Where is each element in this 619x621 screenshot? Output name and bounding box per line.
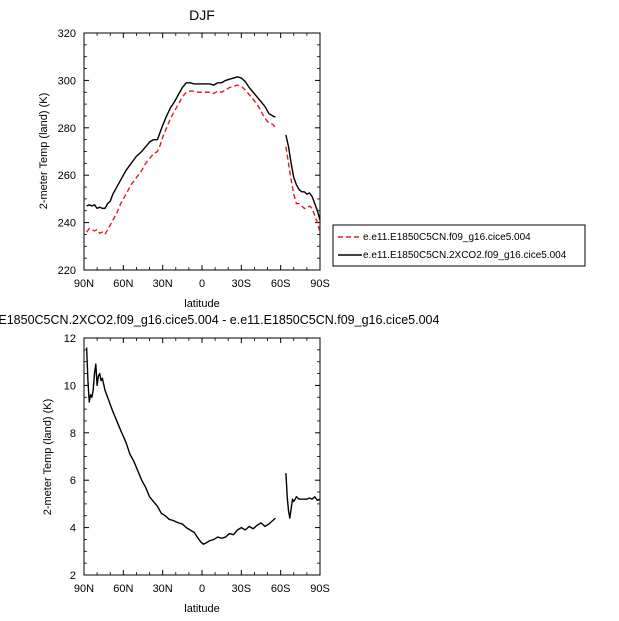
legend: e.e11.E1850C5CN.f09_g16.cice5.004 e.e11.… (332, 224, 586, 267)
y-tick-label: 220 (58, 265, 76, 277)
x-tick-label: 30N (153, 583, 173, 595)
x-tick-label: 60S (271, 278, 291, 290)
series-line-0-segment-0 (86, 84, 276, 236)
x-axis-title: latitude (184, 298, 219, 310)
x-tick-label: 0 (199, 278, 205, 290)
plot-frame (83, 32, 321, 271)
y-tick-label: 240 (58, 218, 76, 230)
y-tick-label: 10 (64, 380, 76, 392)
plot-frame (83, 337, 321, 576)
x-tick-label: 60N (113, 583, 133, 595)
series-line-0-segment-1 (285, 473, 321, 519)
difference-title: e.e11.E1850C5CN.2XCO2.f09_g16.cice5.004 … (0, 313, 439, 327)
y-axis-title: 2-meter Temp (land) (K) (38, 93, 50, 210)
y-axis-title: 2-meter Temp (land) (K) (42, 399, 54, 516)
y-tick-label: 2 (70, 570, 76, 582)
x-tick-label: 60S (271, 583, 291, 595)
x-tick-label: 90N (74, 583, 94, 595)
y-axis-ticks: 220 240 260 280 300 320 (58, 28, 320, 277)
series-line-0-segment-0 (85, 347, 276, 545)
legend-label-control: e.e11.E1850C5CN.f09_g16.cice5.004 (363, 232, 531, 243)
x-tick-label: 30S (232, 583, 252, 595)
x-tick-label: 90S (310, 583, 330, 595)
x-axis-ticks: 90N 60N 30N 0 30S 60S 90S (74, 33, 330, 290)
chart-title: DJF (189, 7, 215, 23)
x-tick-label: 30N (153, 278, 173, 290)
y-tick-label: 6 (70, 475, 76, 487)
x-tick-label: 60N (113, 278, 133, 290)
legend-label-2xco2: e.e11.E1850C5CN.2XCO2.f09_g16.cice5.004 (363, 250, 567, 261)
y-axis-ticks: 2 4 6 8 10 12 (64, 333, 320, 582)
y-tick-label: 4 (70, 523, 76, 535)
series-lines (86, 76, 321, 236)
y-tick-label: 280 (58, 123, 76, 135)
difference-panel: e.e11.E1850C5CN.2XCO2.f09_g16.cice5.004 … (0, 313, 439, 615)
x-axis-title: latitude (184, 603, 219, 615)
x-tick-label: 90S (310, 278, 330, 290)
series-lines (85, 347, 321, 545)
series-line-0-segment-1 (285, 146, 321, 233)
y-tick-label: 260 (58, 170, 76, 182)
y-tick-label: 320 (58, 28, 76, 40)
series-line-1-segment-1 (285, 134, 321, 221)
series-line-1-segment-0 (86, 76, 276, 210)
x-axis-ticks: 90N 60N 30N 0 30S 60S 90S (74, 338, 330, 595)
y-tick-label: 8 (70, 428, 76, 440)
x-tick-label: 0 (199, 583, 205, 595)
x-tick-label: 90N (74, 278, 94, 290)
y-tick-label: 300 (58, 75, 76, 87)
y-tick-label: 12 (64, 333, 76, 345)
legend-box (332, 224, 586, 267)
x-tick-label: 30S (232, 278, 252, 290)
